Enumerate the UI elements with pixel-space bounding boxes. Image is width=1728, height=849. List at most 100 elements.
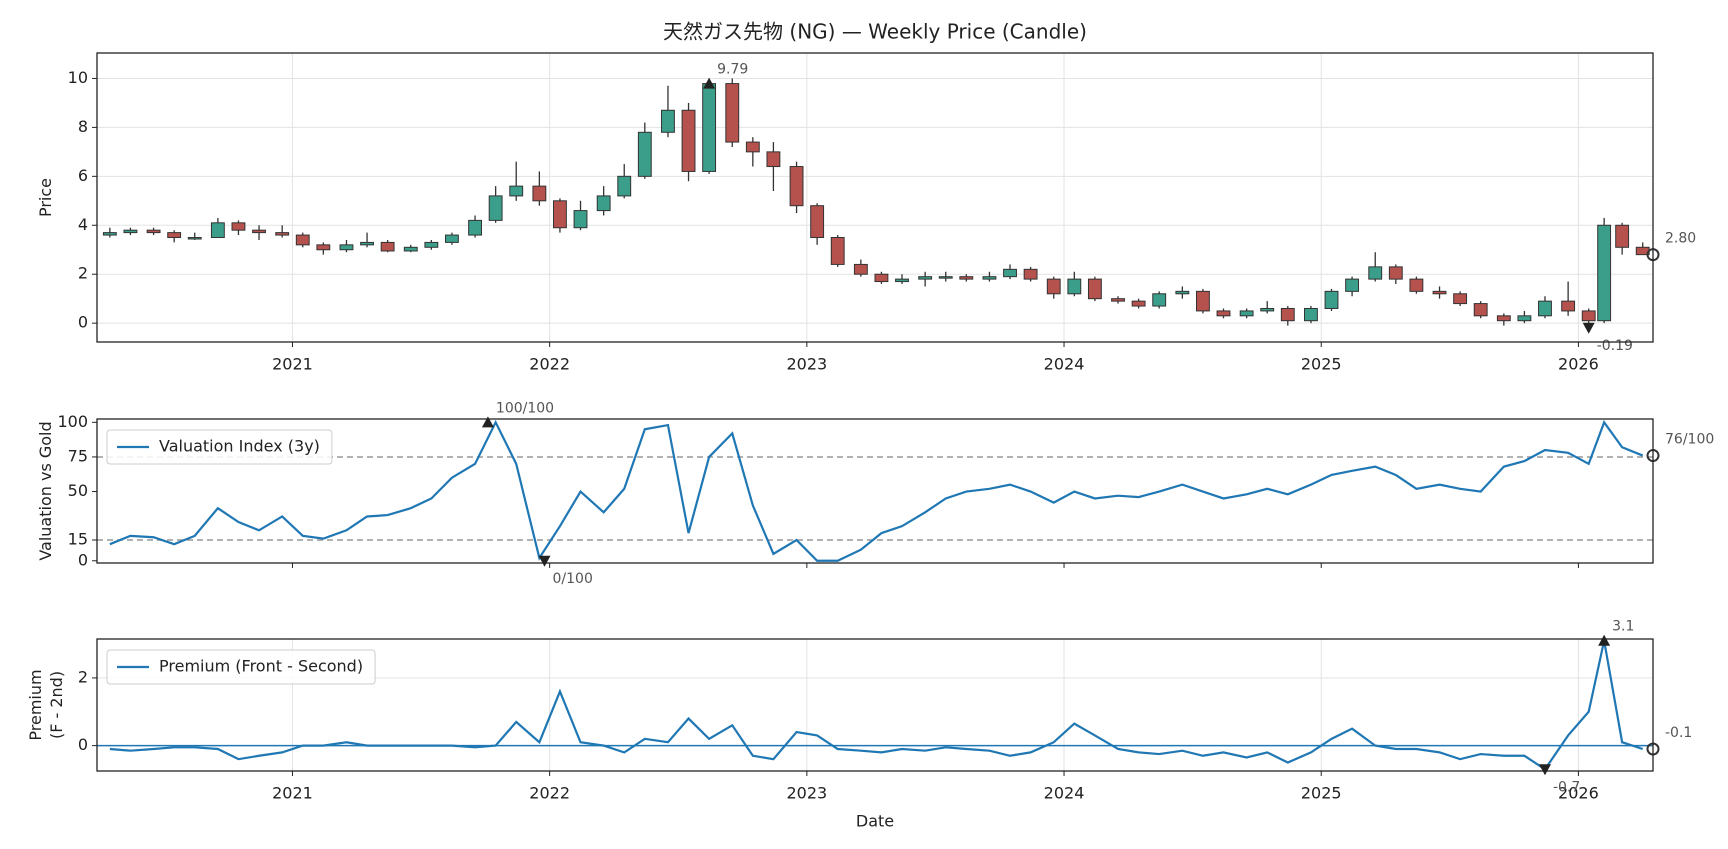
marker-label: -0.1: [1665, 725, 1692, 741]
y-axis-label: Premium (F - 2nd): [26, 669, 66, 740]
y-axis-label-line: Price: [36, 178, 55, 217]
marker-max: [1598, 634, 1611, 646]
candle-body: [810, 205, 825, 239]
candle-body: [1517, 315, 1532, 322]
legend: Premium (Front - Second): [106, 649, 376, 685]
y-axis-label-line: Premium: [26, 669, 45, 740]
candle-body: [380, 241, 395, 252]
candle-body: [295, 234, 310, 246]
marker-label: -0.7: [1553, 779, 1580, 795]
legend: Valuation Index (3y): [106, 429, 333, 465]
y-tick-label: 2: [78, 264, 88, 283]
x-tick-label: 2022: [529, 784, 570, 803]
candle-body: [532, 185, 547, 202]
y-tick-label: 8: [78, 117, 88, 136]
candle-body: [573, 210, 588, 229]
marker-label: -0.19: [1597, 338, 1633, 354]
y-axis-label: Price: [36, 178, 55, 217]
candle-body: [1561, 300, 1576, 312]
panel: 2021 2022 2023 2024 2025 2026 0 2 4 6 8 10 Price 9.79…: [36, 52, 1696, 374]
candle-body: [210, 222, 225, 239]
candle-body: [1239, 310, 1254, 317]
marker-min: [1538, 764, 1551, 776]
candle-body: [102, 232, 117, 236]
candle-body: [681, 109, 696, 172]
candle-body: [509, 185, 524, 197]
candle-body: [1046, 278, 1061, 295]
marker-label: 9.79: [717, 62, 748, 78]
x-axis-label: Date: [856, 812, 894, 831]
candle-body: [488, 195, 503, 221]
candle-body: [1023, 268, 1038, 280]
y-tick-label: 4: [78, 215, 88, 234]
chart-title: 天然ガス先物 (NG) — Weekly Price (Candle): [663, 20, 1087, 44]
candle-body: [1345, 278, 1360, 292]
candle-body: [1280, 307, 1295, 322]
y-tick-label: 2: [78, 667, 88, 686]
legend-box: [106, 649, 376, 685]
y-tick-label: 50: [68, 481, 88, 500]
candle-body: [725, 83, 740, 143]
candle-body: [874, 273, 889, 283]
candle-body: [982, 276, 997, 280]
candle-body: [1304, 307, 1318, 322]
candle-body: [316, 244, 331, 251]
candle-body: [895, 278, 909, 283]
candle-body: [1597, 224, 1612, 322]
candle-body: [1216, 310, 1231, 317]
marker-min: [538, 555, 551, 567]
candle-body: [468, 219, 482, 236]
legend-label: Premium (Front - Second): [159, 657, 363, 676]
y-axis-label-line: (F - 2nd): [47, 671, 66, 739]
x-tick-label: 2024: [1044, 784, 1085, 803]
candle-body: [918, 276, 933, 280]
candle-body: [1131, 300, 1146, 307]
candle-body: [1152, 293, 1167, 307]
y-tick-label: 75: [68, 446, 88, 465]
candle-body: [1003, 268, 1017, 278]
candle-body: [1175, 290, 1190, 295]
candle-body: [830, 237, 845, 265]
candle-body: [187, 237, 202, 240]
x-tick-label: 2025: [1301, 355, 1342, 374]
legend-label: Valuation Index (3y): [159, 437, 320, 456]
candle-body: [231, 222, 246, 231]
candle-body: [1473, 303, 1488, 317]
candle-body: [252, 229, 266, 234]
candle-body: [1388, 266, 1403, 280]
candle-body: [1260, 307, 1275, 312]
x-tick-label: 2023: [786, 784, 827, 803]
candle-body: [1615, 224, 1630, 248]
x-tick-label: 2026: [1558, 784, 1599, 803]
candle-body: [661, 109, 675, 133]
candle-body: [1195, 290, 1210, 312]
candle-body: [1087, 278, 1102, 300]
plot-frame: [96, 52, 1654, 343]
plot-frame: [96, 638, 1654, 772]
candle-body: [596, 195, 611, 212]
candle-body: [938, 276, 953, 279]
candle-body: [444, 234, 459, 243]
candle-body: [123, 229, 138, 234]
y-tick-label: 0: [78, 313, 88, 332]
y-tick-label: 10: [68, 68, 88, 87]
y-tick-label: 6: [78, 166, 88, 185]
marker-min: [1582, 322, 1595, 334]
candle-body: [789, 166, 804, 207]
candle-body: [553, 200, 567, 229]
candle-body: [1581, 310, 1596, 322]
legend-box: [106, 429, 333, 465]
candle-body: [167, 232, 182, 239]
marker-max: [703, 77, 716, 89]
x-tick-label: 2023: [786, 355, 827, 374]
marker-label: 0/100: [553, 571, 593, 587]
panel: 2021 2022 2023 2024 2025 2026 0 2 Premium (F - 2n…: [26, 619, 1693, 831]
candle-body: [637, 131, 652, 177]
candle-body: [766, 151, 781, 168]
candle-body: [146, 229, 161, 234]
x-tick-label: 2026: [1558, 355, 1599, 374]
candle-body: [1453, 293, 1468, 305]
line-series: [109, 419, 1644, 562]
